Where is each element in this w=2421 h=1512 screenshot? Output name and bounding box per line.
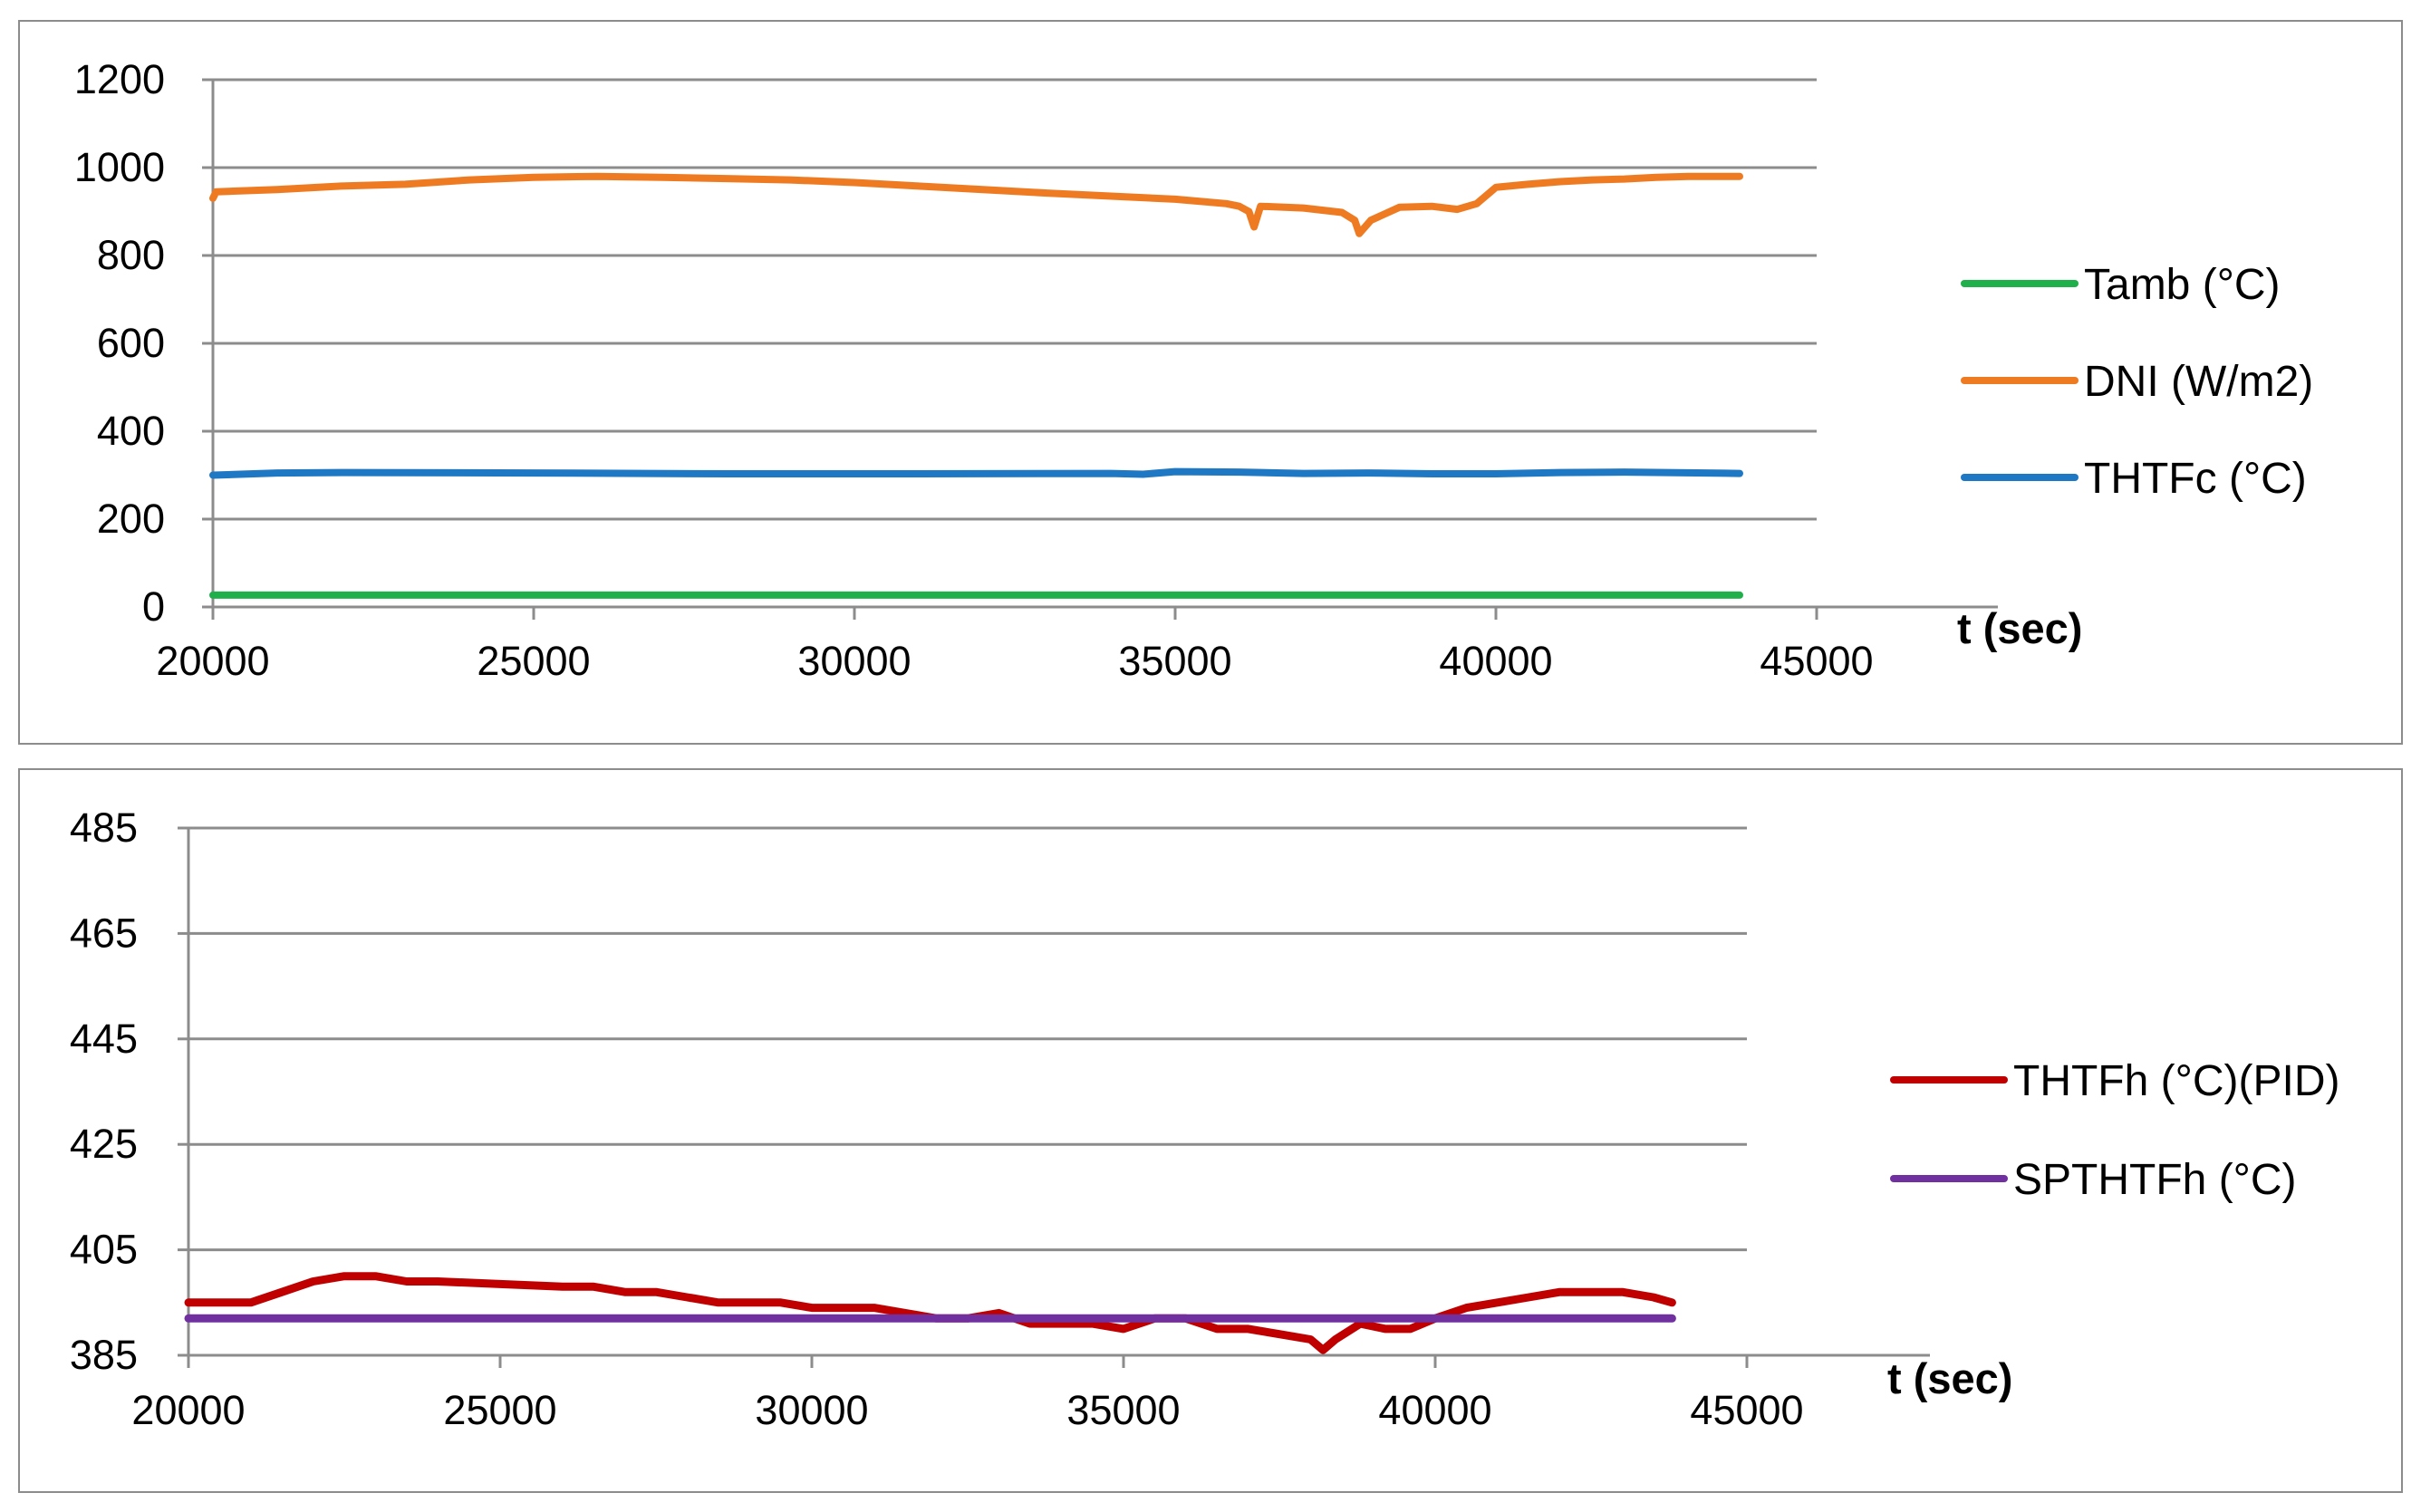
x-tick-label: 30000 bbox=[797, 638, 911, 684]
legend-label: Tamb (°C) bbox=[2084, 261, 2281, 309]
legend-label: DNI (W/m2) bbox=[2084, 358, 2313, 406]
y-tick-label: 1200 bbox=[74, 56, 165, 102]
legend-label: THTFc (°C) bbox=[2084, 455, 2307, 503]
series-line bbox=[209, 172, 1743, 237]
y-tick-label: 385 bbox=[70, 1332, 138, 1378]
x-axis-title: t (sec) bbox=[1957, 604, 2082, 652]
x-axis-title: t (sec) bbox=[1887, 1354, 2012, 1402]
series-line bbox=[209, 467, 1743, 479]
y-tick-label: 405 bbox=[70, 1227, 138, 1273]
y-tick-label: 200 bbox=[97, 496, 165, 542]
x-tick-label: 35000 bbox=[1118, 638, 1231, 684]
x-tick-label: 20000 bbox=[131, 1387, 245, 1433]
legend-label: THTFh (°C)(PID) bbox=[2013, 1057, 2339, 1105]
y-tick-label: 600 bbox=[97, 320, 165, 366]
x-tick-label: 25000 bbox=[443, 1387, 556, 1433]
y-tick-label: 400 bbox=[97, 408, 165, 454]
series-line bbox=[184, 1272, 1676, 1354]
x-tick-label: 45000 bbox=[1690, 1387, 1803, 1433]
x-tick-label: 45000 bbox=[1760, 638, 1873, 684]
chart-1: 0 200 400 600 800 1000 1200 20000 25000 30000 3500… bbox=[74, 56, 2313, 684]
x-tick-label: 30000 bbox=[755, 1387, 868, 1433]
x-tick-label: 20000 bbox=[156, 638, 269, 684]
legend-label: SPTHTFh (°C) bbox=[2013, 1156, 2297, 1204]
bottom-chart-panel bbox=[18, 768, 2403, 1493]
y-tick-label: 1000 bbox=[74, 144, 165, 190]
y-tick-label: 0 bbox=[142, 583, 165, 630]
y-tick-label: 425 bbox=[70, 1121, 138, 1167]
x-tick-label: 40000 bbox=[1378, 1387, 1491, 1433]
x-tick-label: 25000 bbox=[477, 638, 590, 684]
x-tick-label: 40000 bbox=[1439, 638, 1552, 684]
y-tick-label: 800 bbox=[97, 232, 165, 278]
chart-2: 385 405 425 445 465 485 20000 25000 30000 35000 40… bbox=[70, 804, 2340, 1433]
x-tick-label: 35000 bbox=[1066, 1387, 1180, 1433]
y-tick-label: 465 bbox=[70, 910, 138, 956]
y-tick-label: 485 bbox=[70, 804, 138, 851]
y-tick-label: 445 bbox=[70, 1016, 138, 1062]
